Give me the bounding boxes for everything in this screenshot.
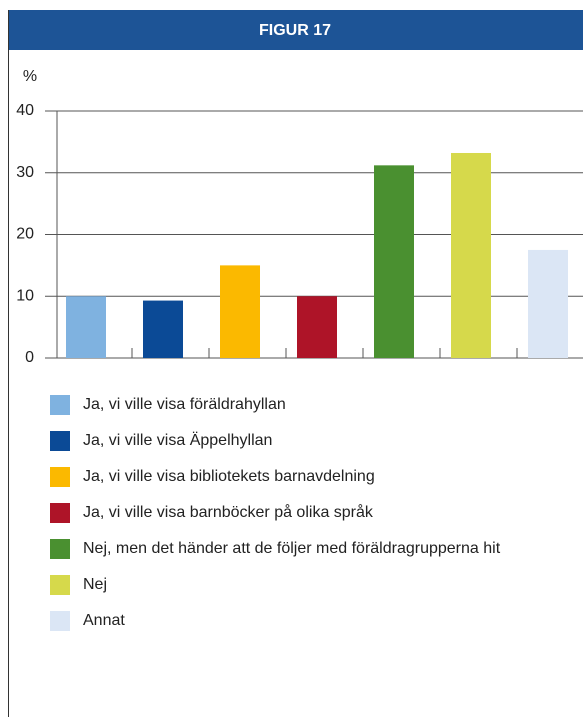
legend-label: Nej xyxy=(83,576,108,593)
legend-swatch xyxy=(50,431,70,451)
legend-entry: Ja, vi ville visa bibliotekets barnavdel… xyxy=(50,466,520,488)
legend-label: Ja, vi ville visa bibliotekets barnavdel… xyxy=(83,468,375,485)
y-tick-label: 10 xyxy=(16,287,34,304)
y-tick-label: 20 xyxy=(16,226,34,243)
legend-entry: Nej, men det händer att de följer med fö… xyxy=(50,538,520,560)
legend-entry: Nej xyxy=(50,574,520,596)
y-tick-label: 40 xyxy=(16,102,34,119)
legend-entry: Annat xyxy=(50,610,520,632)
bar xyxy=(528,249,568,358)
y-tick-label: 0 xyxy=(25,349,34,366)
legend-swatch xyxy=(50,395,70,415)
bar xyxy=(374,165,414,358)
legend-label: Ja, vi ville visa föräldrahyllan xyxy=(83,396,286,413)
legend: Ja, vi ville visa föräldrahyllan Ja, vi v… xyxy=(50,394,520,632)
legend-entry: Ja, vi ville visa föräldrahyllan xyxy=(50,394,520,416)
y-tick-label: 30 xyxy=(16,164,34,181)
bar xyxy=(297,296,337,358)
legend-swatch xyxy=(50,539,70,559)
y-axis-label: % xyxy=(23,68,37,85)
bar xyxy=(220,265,260,358)
legend-swatch xyxy=(50,611,70,631)
legend-label: Ja, vi ville visa Äppelhyllan xyxy=(83,432,273,449)
legend-label: Nej, men det händer att de följer med fö… xyxy=(83,540,501,557)
legend-label: Ja, vi ville visa barnböcker på olika sp… xyxy=(83,504,373,521)
legend-entry: Ja, vi ville visa barnböcker på olika sp… xyxy=(50,502,520,524)
bar xyxy=(143,300,183,358)
legend-swatch xyxy=(50,467,70,487)
bar xyxy=(451,152,491,358)
chart-title: FIGUR 17 xyxy=(259,22,331,39)
legend-swatch xyxy=(50,575,70,595)
legend-label: Annat xyxy=(83,612,125,629)
legend-swatch xyxy=(50,503,70,523)
bar xyxy=(66,296,106,358)
legend-entry: Ja, vi ville visa Äppelhyllan xyxy=(50,430,520,452)
header-bar xyxy=(8,10,583,50)
